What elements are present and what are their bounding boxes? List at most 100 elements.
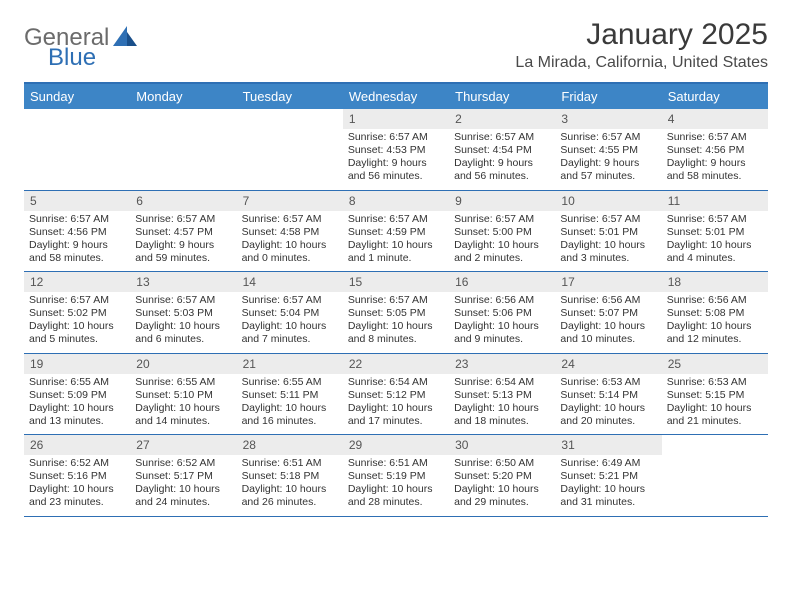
- sunset-text: Sunset: 4:58 PM: [242, 226, 338, 239]
- day-number: 18: [662, 272, 768, 292]
- week-row: 26Sunrise: 6:52 AMSunset: 5:16 PMDayligh…: [24, 435, 768, 517]
- sunset-text: Sunset: 5:01 PM: [560, 226, 656, 239]
- sunrise-text: Sunrise: 6:56 AM: [667, 294, 763, 307]
- sunrise-text: Sunrise: 6:57 AM: [348, 213, 444, 226]
- daylight-text: Daylight: 10 hours and 24 minutes.: [135, 483, 231, 509]
- day-body: Sunrise: 6:57 AMSunset: 4:56 PMDaylight:…: [662, 129, 768, 190]
- day-number: 4: [662, 109, 768, 129]
- day-body: Sunrise: 6:57 AMSunset: 5:01 PMDaylight:…: [555, 211, 661, 272]
- sunset-text: Sunset: 5:06 PM: [454, 307, 550, 320]
- day-cell: 13Sunrise: 6:57 AMSunset: 5:03 PMDayligh…: [130, 272, 236, 353]
- sunset-text: Sunset: 4:53 PM: [348, 144, 444, 157]
- day-header: Tuesday: [237, 84, 343, 109]
- daylight-text: Daylight: 10 hours and 28 minutes.: [348, 483, 444, 509]
- day-header: Thursday: [449, 84, 555, 109]
- day-cell: 16Sunrise: 6:56 AMSunset: 5:06 PMDayligh…: [449, 272, 555, 353]
- sunrise-text: Sunrise: 6:56 AM: [560, 294, 656, 307]
- sunrise-text: Sunrise: 6:57 AM: [560, 213, 656, 226]
- day-cell: 5Sunrise: 6:57 AMSunset: 4:56 PMDaylight…: [24, 191, 130, 272]
- day-cell: [130, 109, 236, 190]
- day-body: [662, 455, 768, 463]
- day-cell: 2Sunrise: 6:57 AMSunset: 4:54 PMDaylight…: [449, 109, 555, 190]
- day-body: Sunrise: 6:57 AMSunset: 4:57 PMDaylight:…: [130, 211, 236, 272]
- day-cell: [662, 435, 768, 516]
- day-number: 28: [237, 435, 343, 455]
- day-number: 7: [237, 191, 343, 211]
- daylight-text: Daylight: 10 hours and 8 minutes.: [348, 320, 444, 346]
- daylight-text: Daylight: 9 hours and 58 minutes.: [667, 157, 763, 183]
- day-body: Sunrise: 6:56 AMSunset: 5:06 PMDaylight:…: [449, 292, 555, 353]
- sunset-text: Sunset: 4:56 PM: [29, 226, 125, 239]
- sunrise-text: Sunrise: 6:57 AM: [135, 213, 231, 226]
- sunset-text: Sunset: 4:55 PM: [560, 144, 656, 157]
- week-row: 5Sunrise: 6:57 AMSunset: 4:56 PMDaylight…: [24, 191, 768, 273]
- sunrise-text: Sunrise: 6:57 AM: [135, 294, 231, 307]
- day-cell: 9Sunrise: 6:57 AMSunset: 5:00 PMDaylight…: [449, 191, 555, 272]
- daylight-text: Daylight: 10 hours and 2 minutes.: [454, 239, 550, 265]
- sunset-text: Sunset: 5:21 PM: [560, 470, 656, 483]
- sunrise-text: Sunrise: 6:53 AM: [667, 376, 763, 389]
- sunrise-text: Sunrise: 6:57 AM: [667, 131, 763, 144]
- day-body: Sunrise: 6:57 AMSunset: 5:05 PMDaylight:…: [343, 292, 449, 353]
- day-cell: 6Sunrise: 6:57 AMSunset: 4:57 PMDaylight…: [130, 191, 236, 272]
- day-body: Sunrise: 6:57 AMSunset: 4:55 PMDaylight:…: [555, 129, 661, 190]
- day-body: Sunrise: 6:57 AMSunset: 5:03 PMDaylight:…: [130, 292, 236, 353]
- day-body: Sunrise: 6:57 AMSunset: 5:01 PMDaylight:…: [662, 211, 768, 272]
- day-body: Sunrise: 6:55 AMSunset: 5:11 PMDaylight:…: [237, 374, 343, 435]
- day-number: 24: [555, 354, 661, 374]
- day-body: [24, 129, 130, 137]
- day-cell: 3Sunrise: 6:57 AMSunset: 4:55 PMDaylight…: [555, 109, 661, 190]
- day-number: 21: [237, 354, 343, 374]
- sunset-text: Sunset: 5:13 PM: [454, 389, 550, 402]
- sunrise-text: Sunrise: 6:55 AM: [135, 376, 231, 389]
- sunset-text: Sunset: 5:17 PM: [135, 470, 231, 483]
- day-body: [130, 129, 236, 137]
- sunrise-text: Sunrise: 6:57 AM: [348, 294, 444, 307]
- day-number: 25: [662, 354, 768, 374]
- day-number: 16: [449, 272, 555, 292]
- sunrise-text: Sunrise: 6:57 AM: [454, 131, 550, 144]
- day-cell: 21Sunrise: 6:55 AMSunset: 5:11 PMDayligh…: [237, 354, 343, 435]
- day-body: Sunrise: 6:57 AMSunset: 4:53 PMDaylight:…: [343, 129, 449, 190]
- day-header: Friday: [555, 84, 661, 109]
- daylight-text: Daylight: 9 hours and 57 minutes.: [560, 157, 656, 183]
- sunset-text: Sunset: 5:20 PM: [454, 470, 550, 483]
- day-number: 23: [449, 354, 555, 374]
- day-body: Sunrise: 6:54 AMSunset: 5:12 PMDaylight:…: [343, 374, 449, 435]
- day-number: 13: [130, 272, 236, 292]
- day-number: 12: [24, 272, 130, 292]
- day-number: [24, 109, 130, 129]
- day-number: 26: [24, 435, 130, 455]
- day-body: Sunrise: 6:51 AMSunset: 5:18 PMDaylight:…: [237, 455, 343, 516]
- day-cell: 8Sunrise: 6:57 AMSunset: 4:59 PMDaylight…: [343, 191, 449, 272]
- sunrise-text: Sunrise: 6:51 AM: [242, 457, 338, 470]
- sunset-text: Sunset: 5:09 PM: [29, 389, 125, 402]
- daylight-text: Daylight: 10 hours and 16 minutes.: [242, 402, 338, 428]
- sunset-text: Sunset: 5:00 PM: [454, 226, 550, 239]
- sunrise-text: Sunrise: 6:52 AM: [135, 457, 231, 470]
- day-body: Sunrise: 6:54 AMSunset: 5:13 PMDaylight:…: [449, 374, 555, 435]
- sunrise-text: Sunrise: 6:57 AM: [667, 213, 763, 226]
- day-cell: 26Sunrise: 6:52 AMSunset: 5:16 PMDayligh…: [24, 435, 130, 516]
- sunrise-text: Sunrise: 6:53 AM: [560, 376, 656, 389]
- daylight-text: Daylight: 10 hours and 9 minutes.: [454, 320, 550, 346]
- day-body: Sunrise: 6:53 AMSunset: 5:14 PMDaylight:…: [555, 374, 661, 435]
- sunset-text: Sunset: 5:10 PM: [135, 389, 231, 402]
- day-cell: 22Sunrise: 6:54 AMSunset: 5:12 PMDayligh…: [343, 354, 449, 435]
- day-body: Sunrise: 6:57 AMSunset: 5:00 PMDaylight:…: [449, 211, 555, 272]
- day-cell: 14Sunrise: 6:57 AMSunset: 5:04 PMDayligh…: [237, 272, 343, 353]
- day-cell: 30Sunrise: 6:50 AMSunset: 5:20 PMDayligh…: [449, 435, 555, 516]
- daylight-text: Daylight: 9 hours and 59 minutes.: [135, 239, 231, 265]
- day-header: Sunday: [24, 84, 130, 109]
- sunset-text: Sunset: 5:08 PM: [667, 307, 763, 320]
- day-number: 6: [130, 191, 236, 211]
- day-number: 10: [555, 191, 661, 211]
- day-cell: [237, 109, 343, 190]
- day-number: 30: [449, 435, 555, 455]
- sunset-text: Sunset: 5:02 PM: [29, 307, 125, 320]
- sunrise-text: Sunrise: 6:56 AM: [454, 294, 550, 307]
- sunset-text: Sunset: 5:14 PM: [560, 389, 656, 402]
- day-body: Sunrise: 6:52 AMSunset: 5:17 PMDaylight:…: [130, 455, 236, 516]
- day-number: 29: [343, 435, 449, 455]
- day-body: Sunrise: 6:57 AMSunset: 4:56 PMDaylight:…: [24, 211, 130, 272]
